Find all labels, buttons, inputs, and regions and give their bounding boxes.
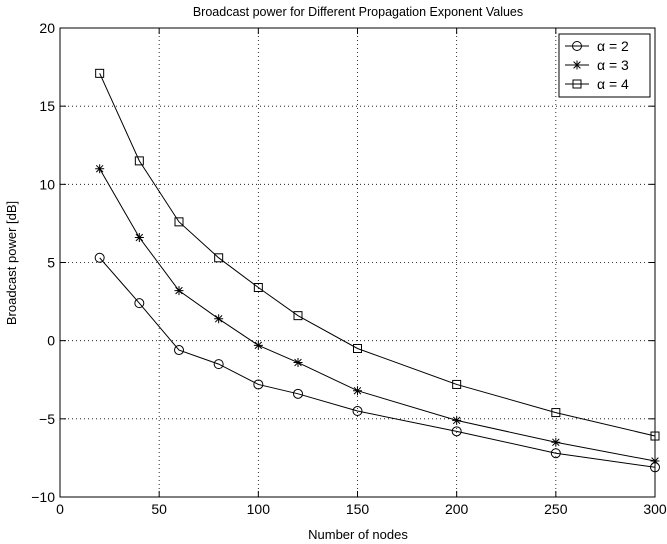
data-point — [95, 164, 105, 174]
series-square — [95, 68, 660, 441]
square-marker-shape — [293, 311, 303, 321]
data-point — [353, 386, 362, 396]
legend-item: α = 2 — [565, 38, 629, 54]
star-marker-shape — [253, 340, 263, 350]
data-point — [353, 343, 362, 353]
legend-label: α = 4 — [597, 76, 629, 92]
star-marker-shape — [95, 164, 105, 174]
data-point — [214, 314, 224, 324]
x-tick-label: 100 — [247, 501, 271, 517]
square-marker-shape — [253, 283, 263, 293]
data-point — [550, 448, 561, 459]
legend: α = 2 α = 3 α = 4 — [558, 33, 651, 98]
y-tick-label: 10 — [39, 176, 55, 192]
x-tick-label: 50 — [151, 501, 167, 517]
y-axis-title: Broadcast power [dB] — [4, 201, 19, 325]
data-point — [451, 426, 462, 437]
square-marker-shape — [214, 253, 224, 263]
series-star — [95, 164, 660, 466]
star-marker-shape — [353, 386, 362, 396]
data-point — [134, 232, 144, 242]
legend-label: α = 3 — [597, 57, 629, 73]
data-point — [452, 415, 462, 425]
square-marker-shape — [353, 343, 362, 353]
data-point — [551, 437, 561, 447]
square-marker-shape — [134, 156, 144, 166]
data-point — [452, 379, 462, 389]
y-tick-label: 0 — [47, 333, 55, 349]
square-marker-shape — [452, 379, 462, 389]
y-tick-label: 15 — [39, 98, 55, 114]
star-marker-shape — [452, 415, 462, 425]
data-point — [253, 379, 264, 390]
data-point — [174, 217, 184, 227]
star-marker-shape — [134, 232, 144, 242]
data-point — [551, 408, 561, 418]
circle-marker-shape — [572, 41, 582, 51]
legend-marker — [572, 79, 582, 89]
y-tick-label: −5 — [39, 411, 55, 427]
data-point — [293, 388, 303, 399]
y-tick-label: 20 — [39, 20, 55, 36]
legend-label: α = 2 — [597, 38, 629, 54]
legend-marker — [572, 41, 582, 51]
data-point — [95, 68, 105, 78]
data-point — [214, 253, 224, 263]
square-marker-shape — [551, 408, 561, 418]
circle-marker-shape — [293, 388, 303, 399]
data-point — [174, 345, 184, 356]
data-point — [253, 340, 263, 350]
x-tick-label: 250 — [544, 501, 568, 517]
data-point — [134, 298, 145, 309]
square-marker-shape — [174, 217, 184, 227]
x-axis-title: Number of nodes — [308, 527, 408, 542]
data-point — [253, 283, 263, 293]
circle-marker-shape — [213, 359, 224, 370]
series-line — [99, 73, 656, 437]
circle-marker-shape — [174, 345, 184, 356]
legend-item: α = 3 — [565, 57, 629, 73]
x-tick-label: 0 — [56, 501, 64, 517]
circle-marker-shape — [451, 426, 462, 437]
star-marker-shape — [293, 358, 303, 368]
series-line — [99, 168, 656, 462]
series-line — [99, 257, 656, 468]
data-point — [94, 252, 105, 263]
chart-title: Broadcast power for Different Propagatio… — [193, 5, 523, 19]
circle-marker-shape — [352, 406, 363, 417]
series-layer — [94, 68, 660, 473]
data-point — [293, 358, 303, 368]
circle-marker-shape — [550, 448, 561, 459]
star-marker-shape — [174, 286, 184, 296]
data-point — [293, 311, 303, 321]
star-marker-shape — [214, 314, 224, 324]
x-tick-label: 150 — [346, 501, 370, 517]
circle-marker-shape — [253, 379, 264, 390]
data-point — [213, 359, 224, 370]
star-marker-shape — [551, 437, 561, 447]
data-point — [174, 286, 184, 296]
star-marker-shape — [572, 60, 582, 70]
plot-area — [60, 28, 655, 497]
y-tick-label: 5 — [47, 255, 55, 271]
square-marker-shape — [572, 79, 582, 89]
axes: 0 50 100 150 200 250 300 −10 −5 0 5 10 15 20 — [31, 20, 667, 517]
circle-marker-shape — [94, 252, 105, 263]
legend-marker — [572, 60, 582, 70]
square-marker-shape — [95, 68, 105, 78]
x-tick-label: 200 — [445, 501, 469, 517]
data-point — [134, 156, 144, 166]
x-tick-label: 300 — [643, 501, 667, 517]
legend-item: α = 4 — [565, 76, 629, 92]
circle-marker-shape — [134, 298, 145, 309]
data-point — [352, 406, 363, 417]
y-tick-label: −10 — [31, 489, 55, 505]
